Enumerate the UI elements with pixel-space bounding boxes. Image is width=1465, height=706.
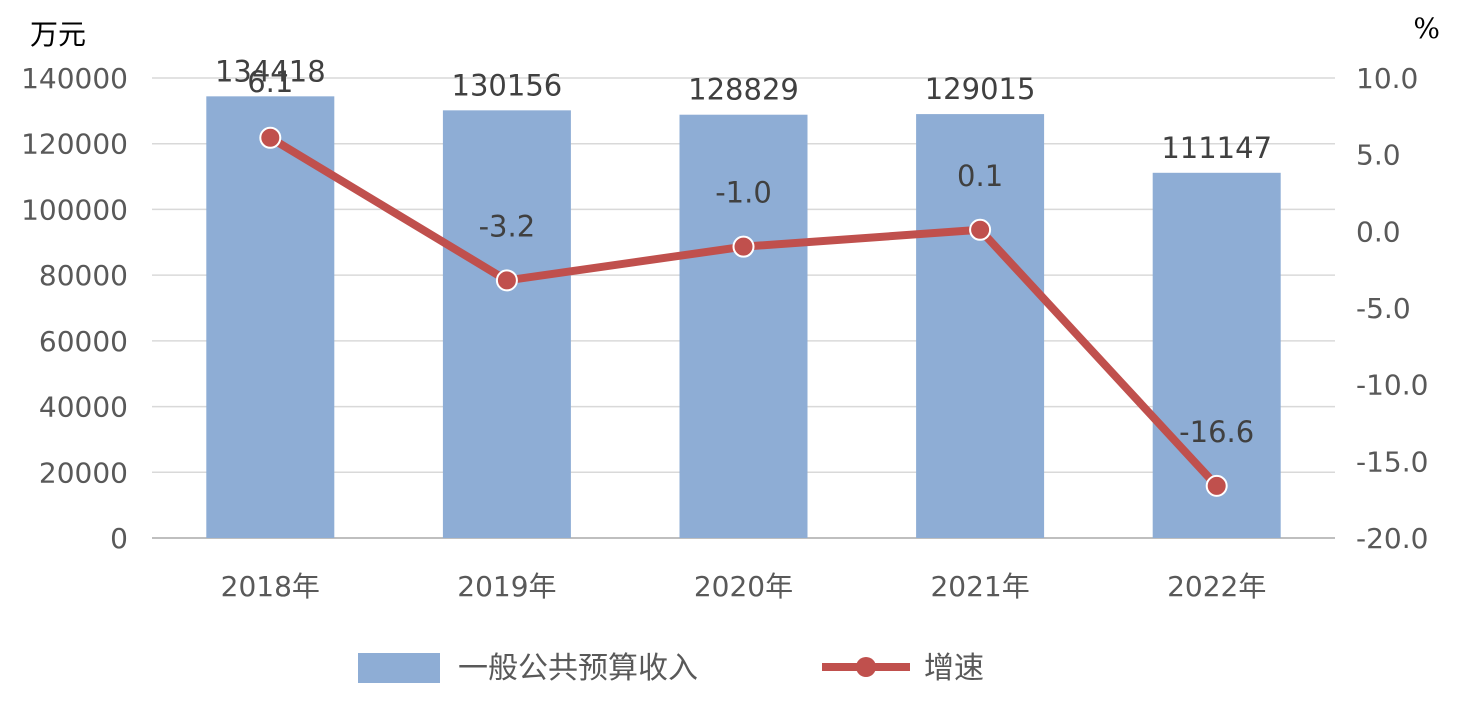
x-tick-label: 2019年	[457, 570, 556, 603]
legend-label-line: 增速	[924, 651, 984, 686]
y-right-tick-label: -10.0	[1356, 369, 1428, 402]
y-left-unit: 万元	[30, 18, 86, 51]
line-value-label: -16.6	[1179, 415, 1254, 449]
x-tick-label: 2020年	[694, 570, 793, 603]
bar-value-label: 130156	[452, 68, 563, 102]
legend: 一般公共预算收入 增速	[358, 651, 984, 686]
data-labels: 134418 130156 128829 129015 111147 6.1 -3.2 -1.…	[215, 54, 1272, 449]
y-right-tick-label: 10.0	[1356, 62, 1418, 95]
legend-swatch-bar	[358, 653, 440, 683]
y-left-tick-label: 80000	[39, 259, 128, 292]
line-value-label: -3.2	[479, 209, 536, 243]
y-right-tick-label: 5.0	[1356, 139, 1401, 172]
bar-value-label: 129015	[925, 72, 1036, 106]
line-series	[259, 126, 1228, 497]
bar-value-label: 134418	[215, 54, 326, 88]
growth-point	[495, 269, 518, 292]
growth-point	[259, 126, 282, 149]
line-value-label: 0.1	[957, 159, 1003, 193]
y-left-tick-label: 0	[110, 522, 128, 555]
line-value-label: 6.1	[247, 65, 293, 99]
bar	[206, 96, 335, 539]
bar	[679, 114, 808, 538]
bar	[442, 110, 571, 538]
bar-value-label: 111147	[1161, 131, 1272, 165]
growth-point	[1205, 474, 1228, 497]
y-right-tick-label: -15.0	[1356, 445, 1428, 478]
line-value-label: -1.0	[715, 176, 772, 210]
bar-value-label: 128829	[688, 73, 799, 107]
legend-label-bar: 一般公共预算收入	[458, 651, 698, 686]
x-tick-label: 2022年	[1167, 570, 1266, 603]
y-left-tick-label: 100000	[21, 193, 128, 226]
y-left-tick-label: 20000	[39, 456, 128, 489]
bar	[916, 114, 1045, 539]
y-right-tick-label: -5.0	[1356, 292, 1411, 325]
y-right-tick-label: -20.0	[1356, 522, 1428, 555]
y-left-tick-label: 120000	[21, 128, 128, 161]
axes: 万元 % 0 20000 40000 60000 80000 100000 120000 14…	[21, 12, 1440, 603]
x-tick-label: 2021年	[930, 570, 1029, 603]
legend-swatch-marker	[856, 657, 876, 677]
y-right-unit: %	[1413, 12, 1440, 45]
x-tick-label: 2018年	[221, 570, 320, 603]
y-left-tick-label: 40000	[39, 391, 128, 424]
growth-point	[969, 218, 992, 241]
y-left-tick-label: 140000	[21, 62, 128, 95]
y-right-tick-label: 0.0	[1356, 215, 1401, 248]
y-left-tick-label: 60000	[39, 325, 128, 358]
growth-point	[732, 235, 755, 258]
